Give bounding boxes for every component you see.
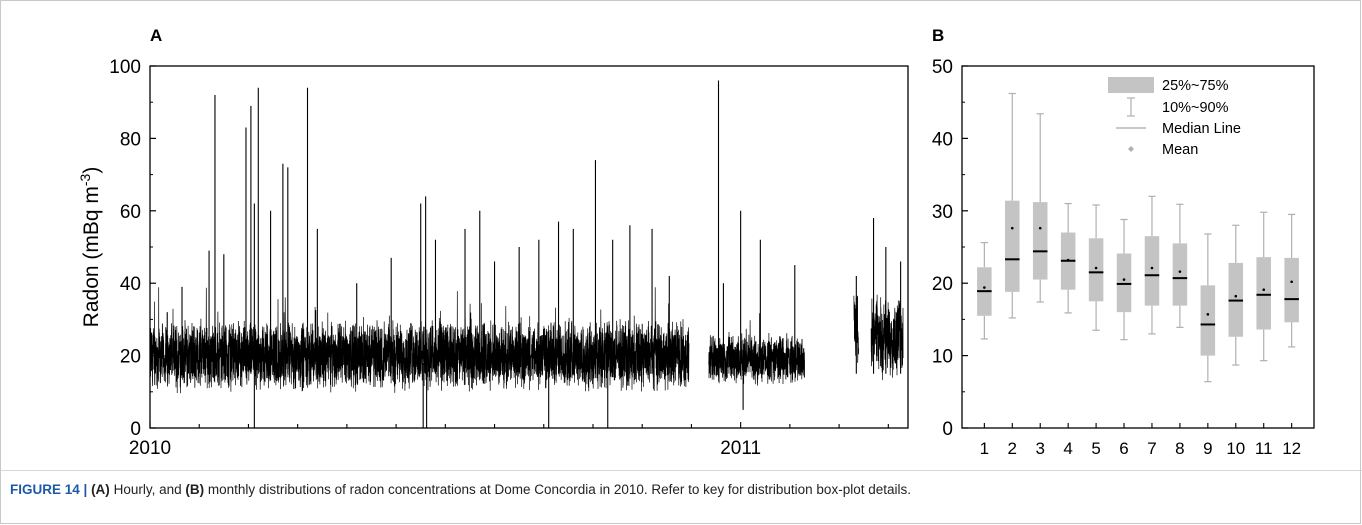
panel-a-xtick-label: 2010 <box>129 438 171 459</box>
panel-b-xtick-label: 6 <box>1119 439 1128 458</box>
figure-caption: FIGURE 14 | (A) Hourly, and (B) monthly … <box>10 482 1350 497</box>
panel-b-xtick-label: 3 <box>1035 439 1044 458</box>
panel-b-mean-point <box>1234 294 1238 298</box>
panel-b-mean-point <box>1010 226 1014 230</box>
caption-divider <box>0 470 1362 471</box>
panel-a-timeseries: 0 20 40 60 80 100 2010 2011 Radon (mBq m-3) <box>77 57 909 459</box>
panel-b-legend: 25%~75% 10%~90% Median Line Mean <box>1108 77 1241 158</box>
panel-b-box-month-6 <box>1116 218 1132 341</box>
caption-text-2: monthly distributions of radon concentra… <box>204 482 911 497</box>
panel-b-xtick-label: 11 <box>1255 439 1273 458</box>
legend-label-range: 10%~90% <box>1162 100 1229 116</box>
panel-b-xtick-label: 4 <box>1063 439 1072 458</box>
panel-b-box-month-7 <box>1144 195 1160 335</box>
panel-b-xtick-label: 12 <box>1282 439 1301 458</box>
panel-b-xtick-label: 1 <box>980 439 989 458</box>
panel-b-xtick-label: 8 <box>1175 439 1184 458</box>
caption-part-a-label: (A) <box>91 482 110 497</box>
legend-label-iqr: 25%~75% <box>1162 78 1229 94</box>
panel-b-iqr-box <box>1284 257 1299 323</box>
panel-b-iqr-box <box>1032 202 1048 280</box>
panel-b-ytick-label: 0 <box>942 419 953 440</box>
panel-b-xtick-label: 7 <box>1147 439 1156 458</box>
panel-b-xtick-label: 5 <box>1091 439 1100 458</box>
panel-b-mean-point <box>1122 278 1126 281</box>
panel-b-letter: B <box>932 26 945 45</box>
panel-b-xtick-label: 10 <box>1226 439 1245 458</box>
panel-b-xtick-label: 2 <box>1008 439 1017 458</box>
panel-b-box-month-1 <box>977 242 992 340</box>
panel-b-mean-point <box>1038 226 1042 230</box>
legend-mean-icon <box>1128 146 1134 152</box>
panel-a-ytick-label: 100 <box>109 57 141 78</box>
panel-b-box-month-5 <box>1088 204 1104 331</box>
panel-b-ytick-label: 50 <box>932 57 953 78</box>
legend-label-median: Median Line <box>1162 121 1241 137</box>
panel-a-xtick-label: 2011 <box>720 438 761 459</box>
panel-b-iqr-box <box>1088 238 1104 302</box>
panel-b-box-month-8 <box>1172 203 1188 328</box>
panel-b-mean-point <box>1094 266 1098 270</box>
panel-a-series-line <box>149 287 904 394</box>
legend-iqr-swatch <box>1108 77 1154 93</box>
panel-b-iqr-box <box>1200 285 1216 356</box>
panel-b-ytick-label: 40 <box>932 129 953 150</box>
panel-a-ytick-label: 20 <box>120 347 141 368</box>
caption-figure-label: FIGURE 14 | <box>10 482 88 497</box>
panel-b-box-month-2 <box>1005 92 1020 319</box>
panel-b-box-month-12 <box>1284 213 1299 348</box>
panel-a-ytick-label: 60 <box>120 202 141 223</box>
panel-a-ytick-label: 0 <box>130 419 141 440</box>
panel-b-mean-point <box>1290 280 1293 284</box>
panel-b-box-month-9 <box>1200 233 1216 383</box>
panel-b-box-month-10 <box>1228 224 1244 366</box>
panel-b-mean-point <box>983 286 986 289</box>
panel-b-iqr-box <box>1144 236 1160 306</box>
panel-b-mean-point <box>1206 313 1210 316</box>
panel-b-ytick-label: 10 <box>932 347 953 368</box>
panel-b-ytick-label: 20 <box>932 274 953 295</box>
panel-a-ytick-label: 80 <box>120 129 141 150</box>
panel-b-mean-point <box>1066 258 1070 262</box>
panel-b-iqr-box <box>1172 243 1188 306</box>
panel-b-iqr-box <box>1256 257 1271 330</box>
panel-b-box-month-3 <box>1032 113 1048 303</box>
panel-b-iqr-box <box>1005 200 1020 292</box>
panel-b-box-month-4 <box>1060 202 1076 314</box>
legend-label-mean: Mean <box>1162 142 1198 158</box>
panel-b-ytick-label: 30 <box>932 202 953 223</box>
panel-b-mean-point <box>1178 270 1182 273</box>
panel-a-ytick-label: 40 <box>120 274 141 295</box>
panel-b-iqr-box <box>1116 253 1132 313</box>
panel-a-ylabel: Radon (mBq m-3) <box>77 167 103 328</box>
caption-text-1: Hourly, and <box>109 482 186 497</box>
caption-part-b-label: (B) <box>185 482 205 497</box>
panel-b-mean-point <box>1150 266 1154 270</box>
panel-b-mean-point <box>1262 288 1266 292</box>
panel-b-box-month-11 <box>1256 211 1271 362</box>
panel-a-letter: A <box>150 26 163 45</box>
panel-b-xtick-label: 9 <box>1203 439 1212 458</box>
